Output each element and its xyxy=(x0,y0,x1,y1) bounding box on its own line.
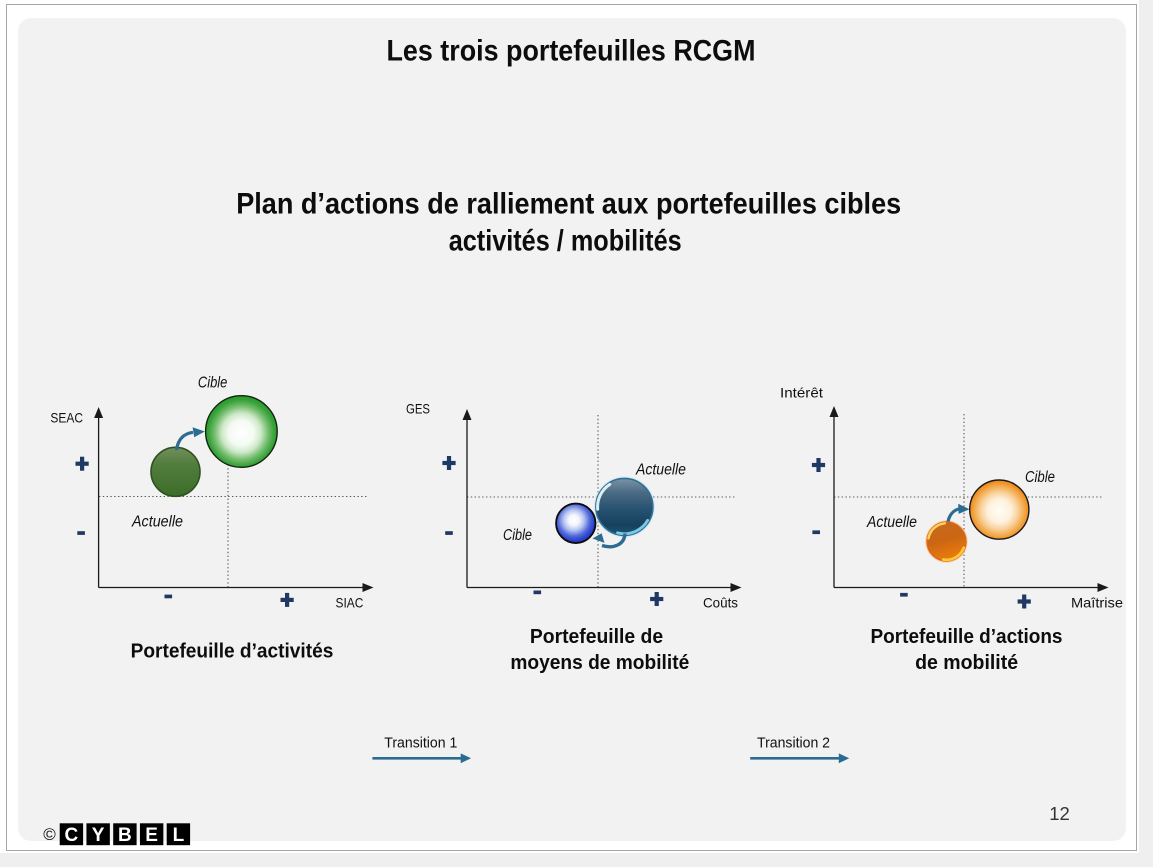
svg-text:GES: GES xyxy=(406,400,430,416)
svg-text:Les trois portefeuilles RCGM: Les trois portefeuilles RCGM xyxy=(387,35,756,68)
svg-text:Actuelle: Actuelle xyxy=(131,514,183,531)
svg-text:Cible: Cible xyxy=(1025,469,1055,486)
svg-text:Transition 2: Transition 2 xyxy=(757,736,830,752)
svg-text:Cible: Cible xyxy=(198,375,228,392)
svg-text:Actuelle: Actuelle xyxy=(635,461,686,478)
svg-text:de mobilité: de mobilité xyxy=(915,651,1018,674)
svg-text:SEAC: SEAC xyxy=(50,409,83,425)
svg-text:L: L xyxy=(173,825,185,846)
svg-text:SIAC: SIAC xyxy=(336,595,364,611)
svg-text:Portefeuille de: Portefeuille de xyxy=(530,625,663,648)
svg-text:Transition 1: Transition 1 xyxy=(384,736,457,752)
svg-text:Portefeuille d’actions: Portefeuille d’actions xyxy=(871,625,1063,648)
svg-text:12: 12 xyxy=(1049,803,1070,824)
svg-text:activités / mobilités: activités / mobilités xyxy=(449,224,682,257)
svg-text:Intérêt: Intérêt xyxy=(780,384,823,400)
svg-text:Plan d’actions de ralliement a: Plan d’actions de ralliement aux portefe… xyxy=(236,188,901,221)
svg-text:Cible: Cible xyxy=(503,527,532,544)
svg-text:C: C xyxy=(65,825,79,846)
svg-text:Coûts: Coûts xyxy=(703,594,738,610)
svg-text:moyens de mobilité: moyens de mobilité xyxy=(510,651,689,674)
svg-text:Actuelle: Actuelle xyxy=(866,514,917,531)
svg-text:Y: Y xyxy=(92,825,105,846)
svg-text:Portefeuille d’activités: Portefeuille d’activités xyxy=(131,640,334,663)
svg-text:E: E xyxy=(145,825,158,846)
svg-text:©: © xyxy=(43,825,56,844)
svg-text:B: B xyxy=(118,825,132,846)
svg-text:Maîtrise: Maîtrise xyxy=(1071,595,1123,611)
